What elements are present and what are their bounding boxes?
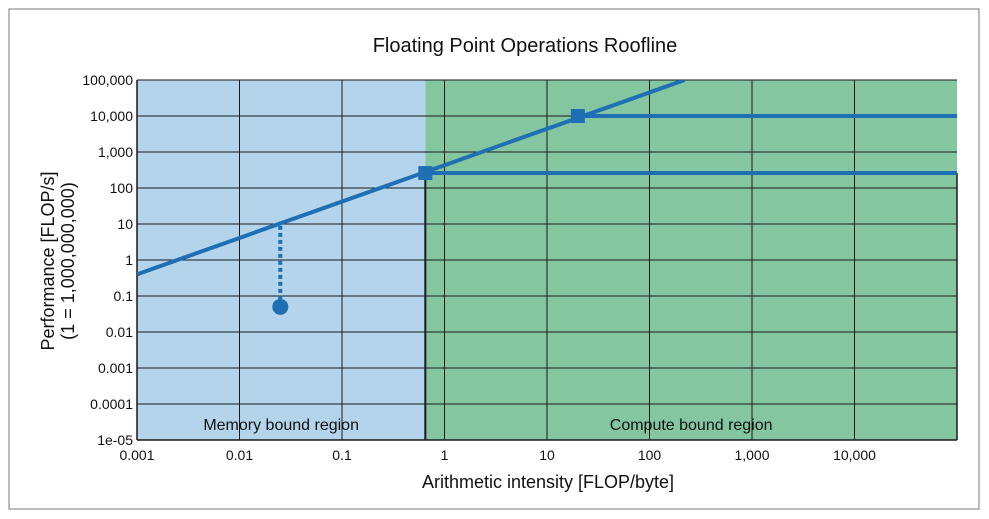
x-tick-label-2: 0.1: [332, 447, 352, 463]
y-tick-label-4: 0.1: [114, 288, 134, 304]
y-tick-label-8: 1,000: [98, 144, 133, 160]
y-tick-label-2: 0.001: [98, 360, 133, 376]
x-tick-label-1: 0.01: [226, 447, 253, 463]
x-axis-title: Arithmetic intensity [FLOP/byte]: [422, 472, 674, 492]
x-tick-label-3: 1: [441, 447, 449, 463]
square-marker-1: [570, 109, 585, 123]
x-tick-label-0: 0.001: [119, 447, 154, 463]
y-tick-label-0: 1e-05: [97, 432, 133, 448]
y-axis-title-line-1: Performance [FLOP/s]: [38, 171, 58, 350]
region-labels-layer: Memory bound region Compute bound region: [203, 417, 772, 434]
ticks-layer: 0.001 0.01 0.1 1 10 100 1,000 10,000 1e-05 0.0001…: [82, 72, 876, 463]
y-tick-label-9: 10,000: [90, 108, 133, 124]
series-line-0: [137, 80, 686, 277]
y-tick-label-5: 1: [125, 252, 133, 268]
x-tick-label-6: 1,000: [734, 447, 769, 463]
y-tick-label-6: 10: [117, 216, 133, 232]
region-label-1: Compute bound region: [610, 417, 773, 434]
series-layer: [137, 80, 957, 307]
x-tick-label-7: 10,000: [833, 447, 876, 463]
y-tick-label-1: 0.0001: [90, 396, 133, 412]
x-tick-label-4: 10: [539, 447, 555, 463]
circle-marker-2: [272, 298, 289, 315]
y-axis-title-line-2: (1 = 1,000,000,000): [58, 182, 78, 340]
chart-title: Floating Point Operations Roofline: [373, 35, 678, 57]
region-label-0: Memory bound region: [203, 417, 359, 434]
x-tick-label-5: 100: [638, 447, 662, 463]
marker-layer: [272, 109, 585, 315]
square-marker-0: [418, 166, 433, 181]
y-tick-label-10: 100,000: [82, 72, 133, 88]
y-tick-label-3: 0.01: [106, 324, 133, 340]
y-tick-label-7: 100: [110, 180, 134, 196]
